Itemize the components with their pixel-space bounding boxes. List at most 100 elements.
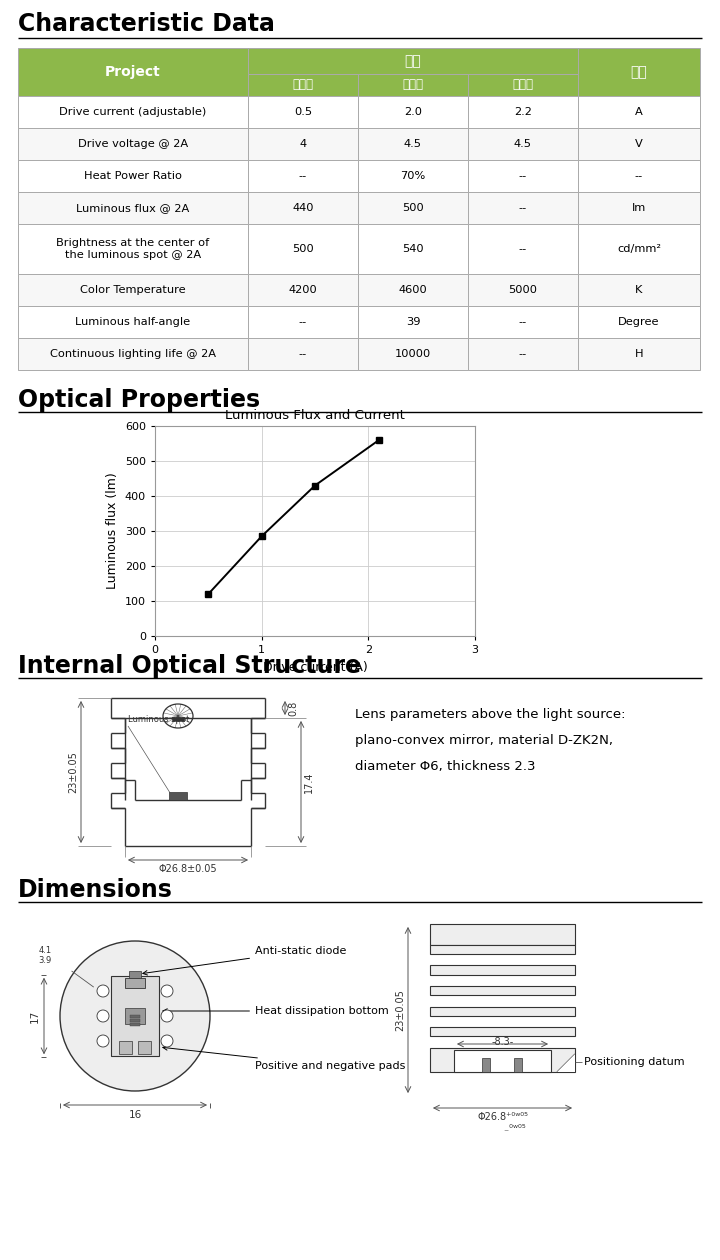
Text: diameter Φ6, thickness 2.3: diameter Φ6, thickness 2.3 xyxy=(355,760,536,772)
Bar xyxy=(468,74,578,96)
Bar xyxy=(358,192,468,224)
Bar xyxy=(18,96,248,129)
Text: Anti-static diode: Anti-static diode xyxy=(143,946,346,975)
Text: A: A xyxy=(635,107,643,117)
Text: Internal Optical Structure: Internal Optical Structure xyxy=(18,654,361,678)
Text: 10000: 10000 xyxy=(395,349,431,359)
Bar xyxy=(468,338,578,370)
Y-axis label: Luminous flux (lm): Luminous flux (lm) xyxy=(107,472,120,590)
Text: 数值: 数值 xyxy=(405,54,421,68)
Bar xyxy=(18,129,248,160)
Bar xyxy=(430,1007,575,1016)
Bar xyxy=(468,224,578,273)
Bar xyxy=(248,74,358,96)
Bar xyxy=(18,273,248,306)
Text: 单位: 单位 xyxy=(631,66,647,79)
Circle shape xyxy=(161,985,173,997)
Bar xyxy=(172,717,184,721)
Bar xyxy=(514,1058,522,1072)
Text: 500: 500 xyxy=(402,203,424,213)
Text: 23±0.05: 23±0.05 xyxy=(68,751,78,793)
Text: --: -- xyxy=(299,171,307,181)
Text: 500: 500 xyxy=(292,244,314,255)
Bar xyxy=(119,1041,132,1055)
Text: Optical Properties: Optical Properties xyxy=(18,388,260,412)
Text: 4200: 4200 xyxy=(289,285,318,295)
Bar xyxy=(125,1008,145,1024)
Bar xyxy=(430,945,575,954)
Bar xyxy=(358,96,468,129)
Circle shape xyxy=(161,1011,173,1022)
Bar xyxy=(578,224,700,273)
Circle shape xyxy=(60,941,210,1091)
Bar xyxy=(578,192,700,224)
Text: --: -- xyxy=(519,318,527,328)
Bar xyxy=(454,1050,551,1072)
Text: Luminous half-angle: Luminous half-angle xyxy=(76,318,191,328)
Bar xyxy=(430,924,575,945)
Text: Luminous spot: Luminous spot xyxy=(128,714,189,724)
Bar xyxy=(248,48,578,74)
Text: --: -- xyxy=(519,349,527,359)
Bar xyxy=(18,160,248,192)
Bar xyxy=(578,273,700,306)
Bar xyxy=(468,160,578,192)
Text: --: -- xyxy=(519,203,527,213)
Bar xyxy=(578,48,700,96)
Bar xyxy=(18,224,248,273)
Text: plano-convex mirror, material D-ZK2N,: plano-convex mirror, material D-ZK2N, xyxy=(355,735,613,747)
Bar xyxy=(18,306,248,338)
Text: Characteristic Data: Characteristic Data xyxy=(18,13,275,37)
Text: --: -- xyxy=(519,171,527,181)
Bar xyxy=(248,129,358,160)
Text: 70%: 70% xyxy=(400,171,426,181)
Bar xyxy=(248,96,358,129)
Bar xyxy=(482,1058,490,1072)
Bar xyxy=(248,160,358,192)
Text: --: -- xyxy=(299,318,307,328)
Text: Dimensions: Dimensions xyxy=(18,878,173,902)
Circle shape xyxy=(97,985,109,997)
Text: Positive and negative pads: Positive and negative pads xyxy=(163,1046,405,1071)
Text: 4.5: 4.5 xyxy=(404,139,422,149)
Text: K: K xyxy=(635,285,643,295)
Bar xyxy=(430,965,575,974)
Bar xyxy=(248,338,358,370)
Bar xyxy=(169,793,187,800)
Text: 440: 440 xyxy=(292,203,314,213)
Text: 17.4: 17.4 xyxy=(304,771,314,793)
Bar xyxy=(138,1041,151,1055)
Text: Drive voltage @ 2A: Drive voltage @ 2A xyxy=(78,139,188,149)
Bar xyxy=(248,273,358,306)
Text: Continuous lighting life @ 2A: Continuous lighting life @ 2A xyxy=(50,349,216,359)
Circle shape xyxy=(97,1034,109,1047)
Text: 0.8: 0.8 xyxy=(288,701,298,716)
Title: Luminous Flux and Current: Luminous Flux and Current xyxy=(225,410,405,422)
Text: Φ26.8⁺⁰ʷ⁰⁵
        ₋⁰ʷ⁰⁵: Φ26.8⁺⁰ʷ⁰⁵ ₋⁰ʷ⁰⁵ xyxy=(477,1113,528,1134)
Bar xyxy=(468,96,578,129)
Bar xyxy=(130,1016,140,1018)
Bar xyxy=(358,160,468,192)
Text: --: -- xyxy=(519,244,527,255)
Bar xyxy=(248,224,358,273)
Bar xyxy=(430,1027,575,1037)
Text: -8.3-: -8.3- xyxy=(491,1037,513,1047)
Bar xyxy=(468,306,578,338)
Text: Positioning datum: Positioning datum xyxy=(584,1057,685,1067)
Text: 4.1
3.9: 4.1 3.9 xyxy=(38,945,52,965)
Bar xyxy=(578,129,700,160)
Bar xyxy=(578,96,700,129)
Text: Drive current (adjustable): Drive current (adjustable) xyxy=(59,107,207,117)
Text: Heat Power Ratio: Heat Power Ratio xyxy=(84,171,182,181)
Text: Project: Project xyxy=(105,66,161,79)
Text: 2.2: 2.2 xyxy=(514,107,532,117)
Bar xyxy=(468,129,578,160)
Text: 4.5: 4.5 xyxy=(514,139,532,149)
Text: Φ26.8±0.05: Φ26.8±0.05 xyxy=(158,864,217,874)
Text: 4600: 4600 xyxy=(399,285,428,295)
Text: Lens parameters above the light source:: Lens parameters above the light source: xyxy=(355,708,626,721)
Circle shape xyxy=(161,1034,173,1047)
Text: Brightness at the center of
the luminous spot @ 2A: Brightness at the center of the luminous… xyxy=(56,238,210,260)
Text: V: V xyxy=(635,139,643,149)
Text: 2.0: 2.0 xyxy=(404,107,422,117)
